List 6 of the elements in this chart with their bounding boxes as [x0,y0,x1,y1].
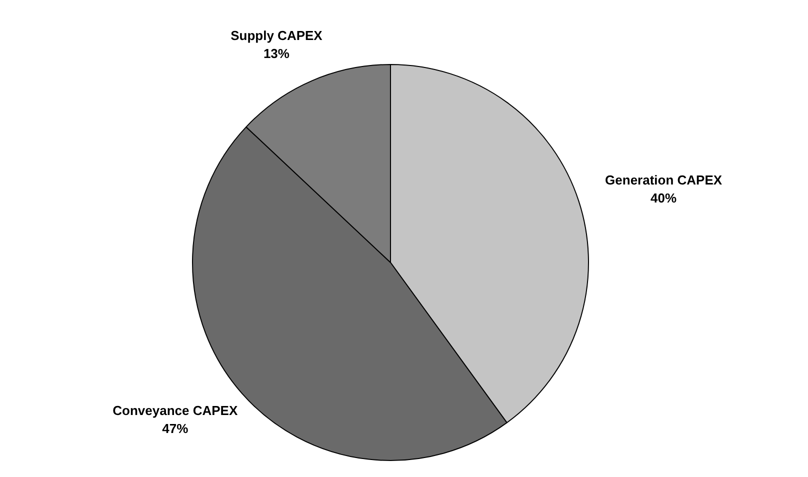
slice-label: Generation CAPEX [605,172,722,188]
data-label: 40% [650,190,677,206]
data-label: 13% [263,46,290,61]
slice-label: Conveyance CAPEX [112,403,238,418]
slice-label: Supply CAPEX [230,28,323,43]
data-label: 47% [162,421,189,436]
